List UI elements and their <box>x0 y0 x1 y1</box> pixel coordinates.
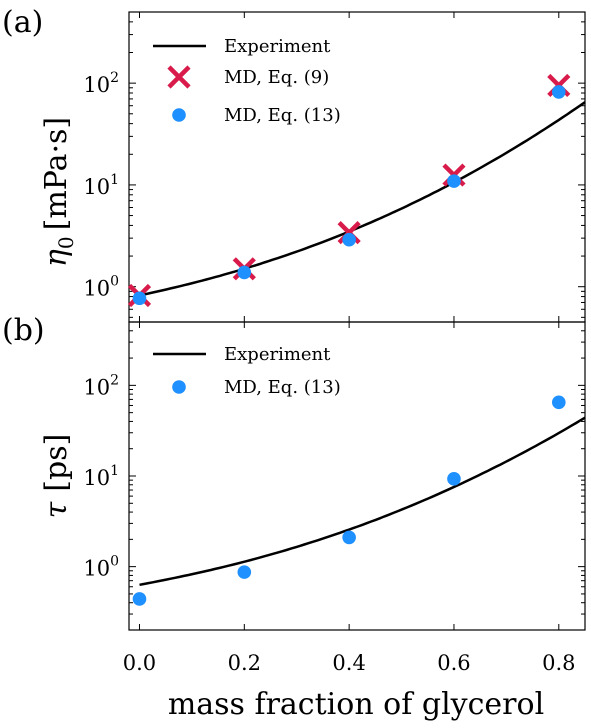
md-eq13-point <box>447 472 461 486</box>
panel-a-experiment-series <box>139 101 586 297</box>
x-tick-label: 0.2 <box>228 651 261 675</box>
x-tick-label: 0.4 <box>332 651 365 675</box>
plot-frame <box>128 321 586 631</box>
x-tick-label: 0.8 <box>542 651 575 675</box>
md-eq13-point <box>551 395 566 410</box>
md-eq13-point <box>342 232 356 247</box>
legend-b-experiment-label: Experiment <box>224 344 331 365</box>
legend-a-eq13-swatch <box>172 108 186 122</box>
md-eq13-point <box>132 592 147 606</box>
y-tick-label: 102 <box>83 372 119 399</box>
md-eq13-point <box>237 265 252 280</box>
legend-a-experiment-label: Experiment <box>224 36 331 57</box>
md-eq13-point <box>551 85 566 99</box>
panel-b-experiment-line <box>139 416 586 587</box>
legend-a-eq9-swatch <box>167 65 191 89</box>
md-eq13-point <box>342 530 356 545</box>
panel-a-md-points <box>127 73 571 308</box>
panel-a-legend: Experiment MD, Eq. (9) MD, Eq. (13) <box>153 36 341 126</box>
md-eq13-point <box>447 174 461 188</box>
legend-a-eq9-label: MD, Eq. (9) <box>224 67 329 88</box>
y-tick-label: 101 <box>83 463 119 490</box>
y-tick-label: 100 <box>83 274 119 301</box>
panel-a-axes: 100 101 102 <box>83 11 586 323</box>
panel-a-viscosity: (a) 100 101 102 Experiment MD, Eq. (9) MD,… <box>2 5 586 323</box>
y-tick-label: 101 <box>83 172 119 199</box>
panel-b-label: (b) <box>2 313 45 348</box>
y-tick-label: 102 <box>83 70 119 97</box>
x-axis-label: mass fraction of glycerol <box>168 687 544 722</box>
panel-b-legend: Experiment MD, Eq. (13) <box>153 344 341 398</box>
y-tick-label: 100 <box>83 554 119 581</box>
panel-a-label: (a) <box>2 5 43 40</box>
panel-a-ylabel: η0[mPa·s] <box>39 117 78 267</box>
panel-b-md-points <box>132 395 566 606</box>
legend-a-eq13-label: MD, Eq. (13) <box>224 105 341 126</box>
panel-b-relaxation-time: (b) 100 101 102 0.0 0.2 0.4 0.6 0.8 Experiment … <box>2 313 586 722</box>
md-eq13-point <box>132 291 147 306</box>
plot-frame <box>128 11 586 323</box>
legend-b-eq13-swatch <box>172 380 186 394</box>
md-eq13-point <box>237 565 252 579</box>
x-tick-label: 0.6 <box>437 651 470 675</box>
panel-b-experiment-series <box>139 416 586 587</box>
panel-b-axes: 100 101 102 0.0 0.2 0.4 0.6 0.8 <box>83 321 586 675</box>
panel-b-ylabel: τ[ps] <box>39 434 74 519</box>
x-tick-label: 0.0 <box>123 651 156 675</box>
panel-a-experiment-line <box>139 101 586 297</box>
legend-b-eq13-label: MD, Eq. (13) <box>224 377 341 398</box>
